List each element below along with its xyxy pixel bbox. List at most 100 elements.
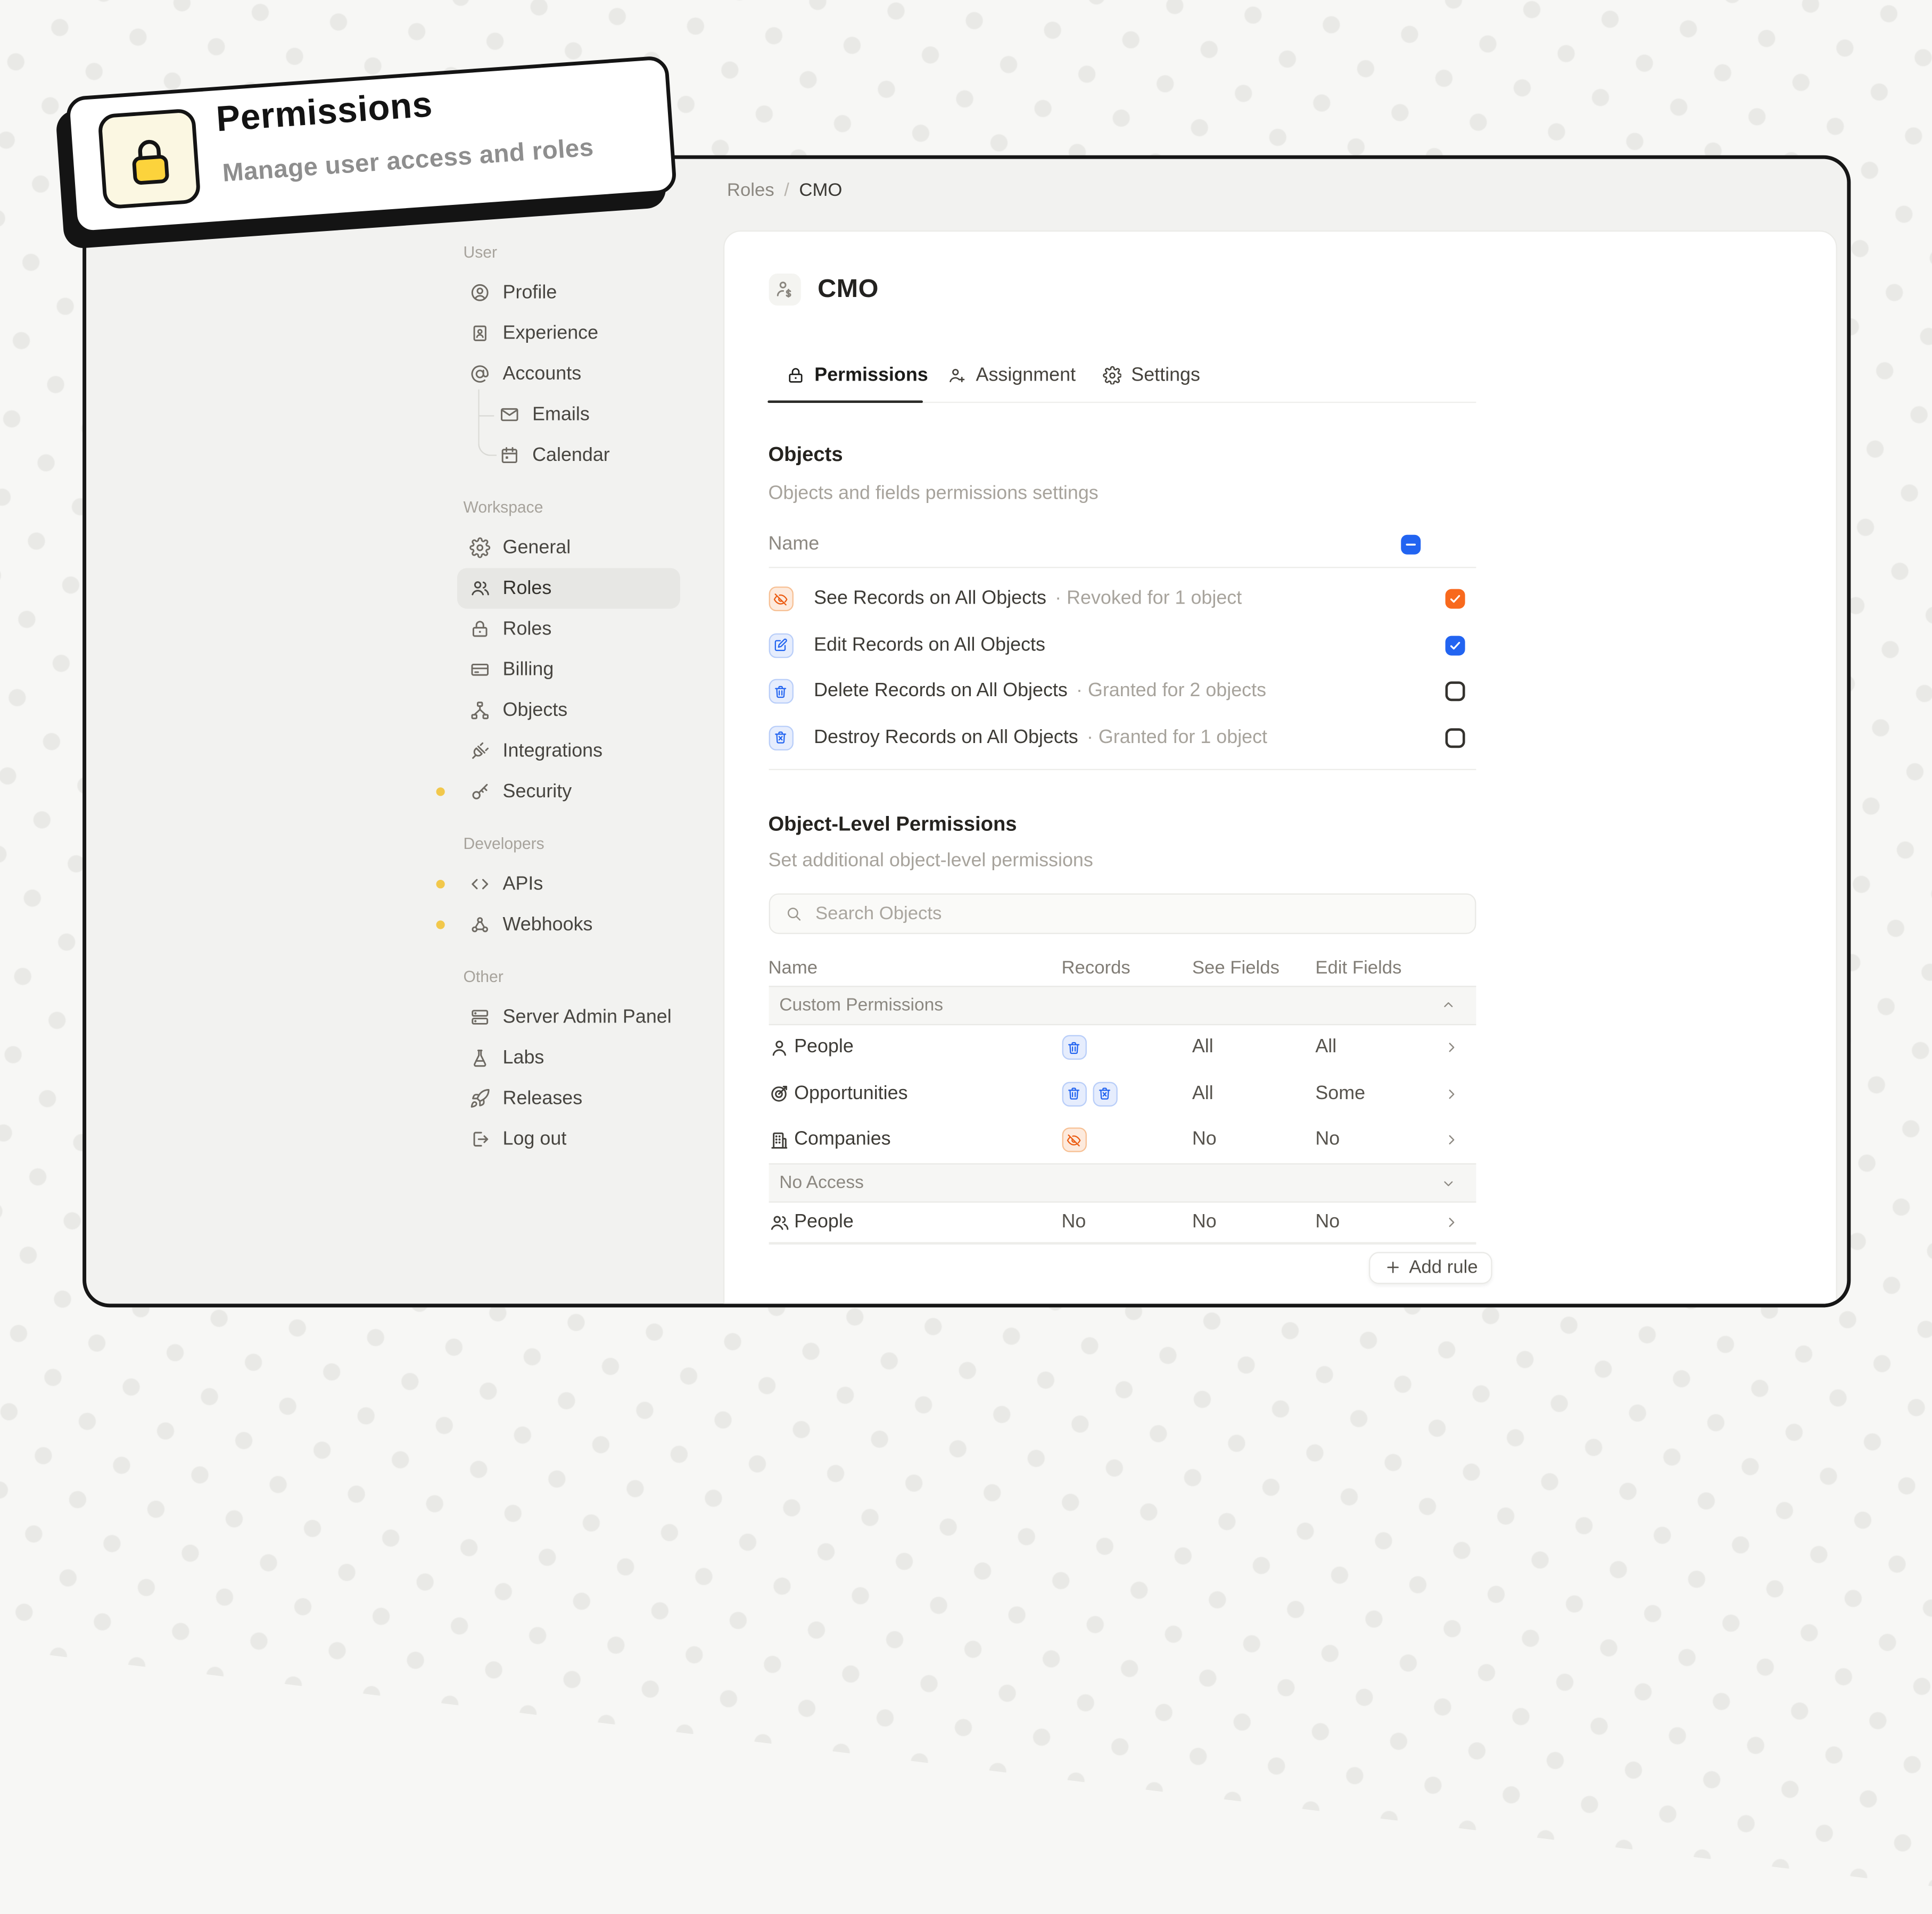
- lock-icon: [786, 366, 805, 385]
- add-rule-button[interactable]: Add rule: [1368, 1251, 1493, 1284]
- see-fields-value: All: [1192, 1083, 1213, 1104]
- sidebar-item-integrations[interactable]: Integrations: [457, 731, 680, 771]
- logout-icon: [469, 1129, 490, 1150]
- trash-icon: [773, 683, 789, 699]
- plus-icon: [1383, 1258, 1402, 1277]
- webhook-icon: [469, 914, 490, 935]
- sidebar: User Profile Experience Accounts Emails Calen…: [436, 232, 680, 1159]
- mail-icon: [499, 404, 520, 425]
- table-row-companies[interactable]: Companies No No: [768, 1117, 1475, 1164]
- sidebar-item-label: Roles: [502, 577, 552, 598]
- tab-rail: [768, 401, 1476, 403]
- tab-permissions[interactable]: Permissions: [786, 359, 928, 391]
- building-icon: [768, 1129, 789, 1150]
- tree-connector: [478, 389, 497, 456]
- chevron-right-icon: [1442, 1214, 1459, 1231]
- sidebar-item-roles[interactable]: Roles: [457, 609, 680, 649]
- lock-icon: [469, 618, 490, 639]
- app-window: User Profile Experience Accounts Emails Calen…: [82, 155, 1851, 1308]
- permission-checkbox[interactable]: [1444, 728, 1465, 748]
- permission-checkbox[interactable]: [1444, 635, 1465, 655]
- sidebar-item-label: Labs: [502, 1046, 544, 1068]
- table-row-people[interactable]: People No No No: [768, 1203, 1475, 1242]
- key-icon: [469, 781, 490, 802]
- object-permission-row[interactable]: Edit Records on All Objects: [768, 622, 1475, 669]
- row-name: Companies: [794, 1129, 891, 1150]
- permission-label: Delete Records on All Objects: [814, 680, 1068, 702]
- sidebar-section-label: User: [463, 243, 498, 261]
- tab-label: Permissions: [814, 364, 928, 385]
- edit-fields-value: All: [1315, 1036, 1337, 1058]
- edit-fields-value: No: [1315, 1129, 1340, 1150]
- group-header-no-access[interactable]: No Access: [768, 1163, 1476, 1203]
- sidebar-section-label: Workspace: [463, 498, 543, 517]
- trash-chip: [768, 679, 793, 704]
- eye-off-chip: [1061, 1127, 1086, 1153]
- objects-permission-list: See Records on All Objects · Revoked for …: [768, 576, 1475, 761]
- edit-chip: [768, 633, 793, 658]
- sidebar-section-label: Developers: [463, 834, 544, 853]
- sidebar-item-label: APIs: [502, 873, 543, 894]
- objects-section-title: Objects: [768, 443, 843, 465]
- see-fields-value: No: [1192, 1211, 1217, 1233]
- sidebar-item-webhooks[interactable]: Webhooks: [436, 904, 680, 945]
- sidebar-item-server-admin-panel[interactable]: Server Admin Panel: [457, 997, 680, 1037]
- minus-icon: [1403, 537, 1418, 551]
- sidebar-item-label: Integrations: [502, 740, 603, 761]
- check-icon: [1447, 638, 1462, 653]
- table-row-people[interactable]: People All All: [768, 1025, 1475, 1071]
- trash-chip: [1061, 1082, 1086, 1107]
- sidebar-item-log-out[interactable]: Log out: [457, 1119, 680, 1159]
- group-header-custom-permissions[interactable]: Custom Permissions: [768, 985, 1476, 1025]
- breadcrumb-parent[interactable]: Roles: [726, 180, 774, 201]
- permission-checkbox[interactable]: [1444, 589, 1465, 609]
- object-permission-row[interactable]: Delete Records on All Objects · Granted f…: [768, 669, 1475, 715]
- permission-label: See Records on All Objects: [814, 588, 1046, 609]
- permission-note: · Revoked for 1 object: [1055, 588, 1242, 609]
- trash-x-icon: [1096, 1086, 1112, 1102]
- tab-label: Assignment: [976, 364, 1076, 385]
- row-name: People: [794, 1036, 854, 1058]
- sidebar-item-roles[interactable]: Roles: [457, 568, 680, 609]
- check-icon: [1447, 591, 1462, 606]
- calendar-icon: [499, 445, 520, 466]
- sidebar-item-calendar[interactable]: Calendar: [457, 435, 680, 475]
- objects-section-subtitle: Objects and fields permissions settings: [768, 482, 1099, 504]
- object-level-table: Custom Permissions People All All Opportunit…: [768, 985, 1476, 1244]
- tab-bar: Permissions Assignment Settings: [767, 359, 1476, 403]
- tab-settings[interactable]: Settings: [1102, 359, 1200, 391]
- search-input[interactable]: [813, 901, 1460, 925]
- object-permission-row[interactable]: Destroy Records on All Objects · Granted …: [768, 715, 1475, 761]
- sidebar-item-emails[interactable]: Emails: [457, 394, 680, 435]
- permission-checkbox[interactable]: [1444, 681, 1465, 702]
- main-card: CMO Permissions Assignment Settings Object…: [722, 229, 1837, 1304]
- sidebar-item-apis[interactable]: APIs: [436, 864, 680, 904]
- sidebar-item-security[interactable]: Security: [436, 771, 680, 812]
- lock-icon: [97, 108, 201, 210]
- object-level-section-title: Object-Level Permissions: [768, 812, 1017, 835]
- sidebar-item-labs[interactable]: Labs: [457, 1037, 680, 1078]
- search-box: [768, 893, 1476, 934]
- divider: [768, 1242, 1476, 1244]
- at-sign-icon: [469, 364, 490, 384]
- sidebar-item-objects[interactable]: Objects: [457, 690, 680, 730]
- tree-connector: [479, 415, 494, 416]
- sidebar-item-billing[interactable]: Billing: [457, 649, 680, 690]
- sidebar-item-profile[interactable]: Profile: [457, 273, 680, 313]
- user-icon: [768, 1037, 789, 1058]
- sidebar-item-label: Roles: [502, 618, 552, 639]
- plug-icon: [469, 740, 490, 761]
- tab-assignment[interactable]: Assignment: [947, 359, 1076, 391]
- sidebar-item-label: Accounts: [502, 362, 582, 384]
- sidebar-item-general[interactable]: General: [457, 527, 680, 568]
- sidebar-item-releases[interactable]: Releases: [457, 1078, 680, 1119]
- users-icon: [469, 578, 490, 599]
- select-all-checkbox[interactable]: [1400, 534, 1421, 554]
- edit-icon: [773, 637, 789, 653]
- user-plus-icon: [947, 366, 966, 385]
- records-value: No: [1061, 1211, 1086, 1233]
- sidebar-item-experience[interactable]: Experience: [457, 313, 680, 353]
- table-row-opportunities[interactable]: Opportunities All Some: [768, 1071, 1475, 1117]
- sidebar-item-accounts[interactable]: Accounts: [457, 353, 680, 394]
- object-permission-row[interactable]: See Records on All Objects · Revoked for …: [768, 576, 1475, 622]
